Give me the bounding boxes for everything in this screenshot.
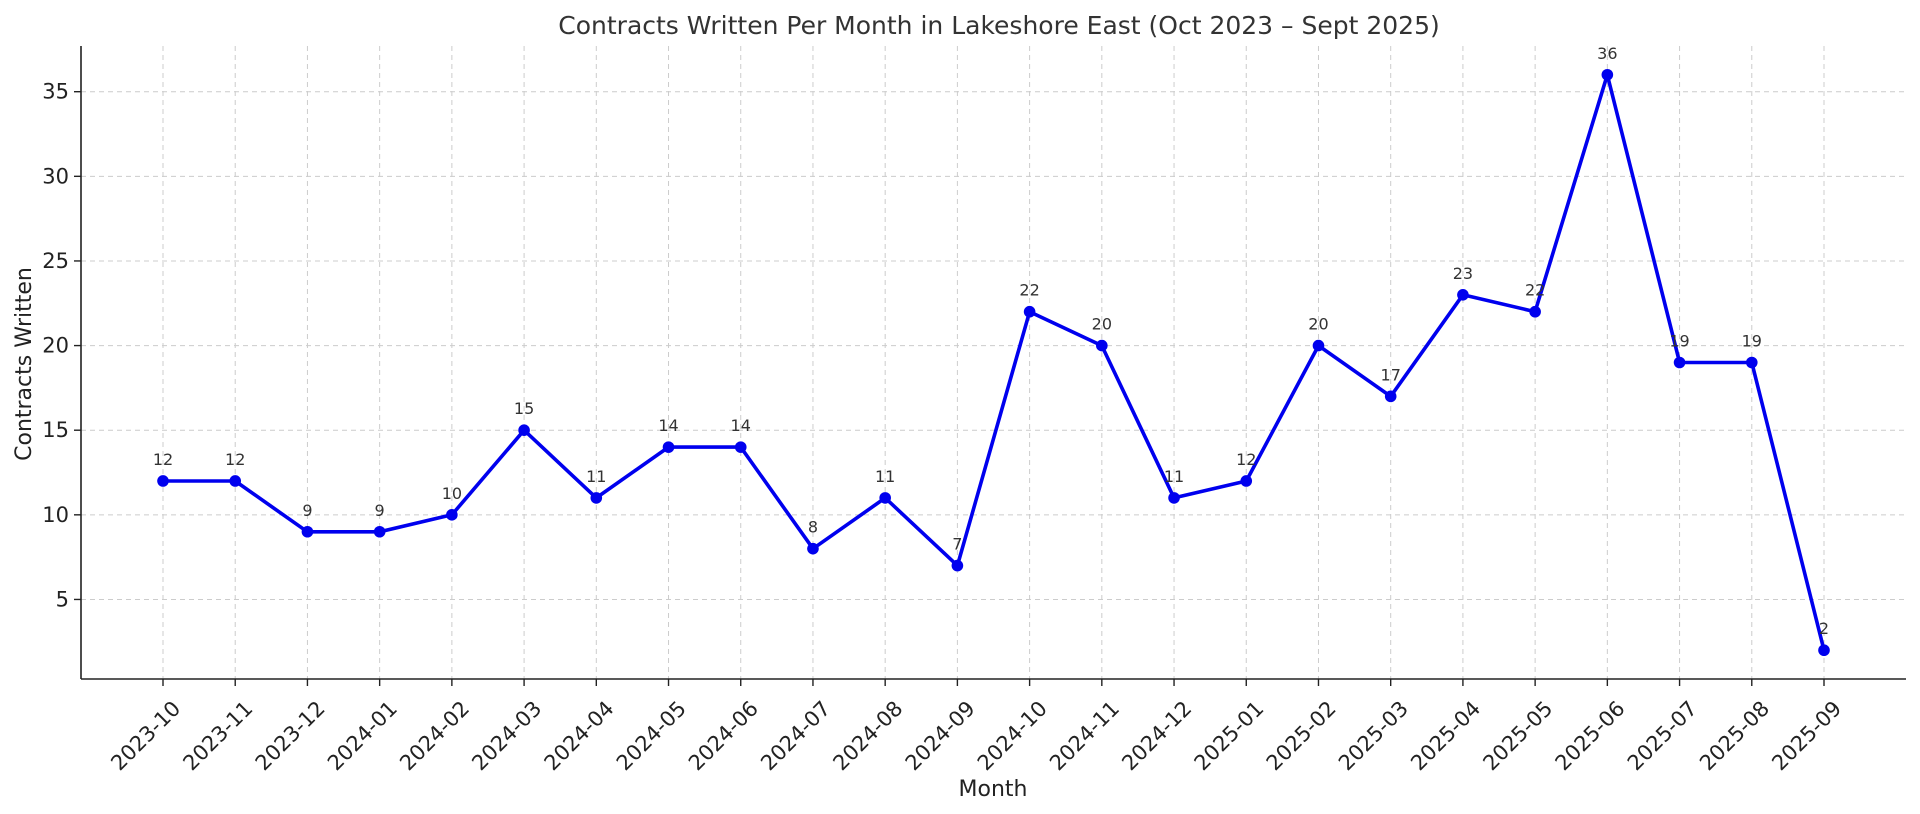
grid (81, 46, 1906, 679)
x-tick-label: 2025-04 (1406, 696, 1485, 775)
data-point (590, 492, 603, 504)
data-label: 12 (225, 450, 245, 469)
data-label: 17 (1381, 365, 1401, 384)
x-tick-label: 2025-01 (1190, 696, 1269, 775)
x-tick-label: 2024-07 (756, 696, 835, 775)
x-tick-label: 2025-06 (1551, 696, 1630, 775)
data-point (373, 525, 386, 538)
data-point (157, 475, 169, 487)
x-tick-label: 2024-04 (540, 696, 619, 775)
y-tick-label: 10 (42, 503, 69, 527)
x-tick-label: 2023-12 (251, 696, 330, 775)
y-tick-label: 20 (42, 334, 69, 358)
data-label: 10 (442, 484, 462, 503)
x-tick-label: 2024-01 (323, 696, 402, 775)
y-tick-label: 5 (56, 587, 69, 611)
x-tick-label: 2025-05 (1478, 696, 1557, 775)
data-point (518, 424, 530, 437)
x-tick-label: 2024-05 (612, 696, 691, 775)
x-axis-label: Month (959, 777, 1028, 802)
data-label: 9 (375, 501, 385, 520)
x-tick-label: 2025-02 (1262, 696, 1341, 775)
data-point (229, 475, 242, 487)
x-tick-label: 2024-10 (973, 696, 1052, 775)
data-point (1384, 390, 1397, 403)
series-line (161, 73, 1826, 653)
data-label: 23 (1453, 264, 1473, 283)
data-label: 15 (514, 399, 534, 418)
data-label: 20 (1308, 315, 1328, 334)
x-tick-label: 2024-08 (828, 696, 907, 775)
data-label: 11 (1164, 467, 1184, 486)
data-label: 19 (1669, 332, 1689, 351)
x-tick-label: 2025-08 (1695, 696, 1774, 775)
y-tick-label: 30 (42, 164, 69, 188)
data-point (1168, 492, 1180, 504)
series (157, 68, 1830, 657)
data-label: 2 (1819, 619, 1829, 638)
x-tick-label: 2025-03 (1334, 696, 1413, 775)
data-point (951, 559, 964, 572)
x-tick-label: 2024-09 (901, 696, 980, 775)
x-tick-label: 2025-07 (1623, 696, 1702, 775)
x-tick-label: 2024-06 (684, 696, 763, 775)
y-tick-label: 35 (42, 80, 69, 104)
x-tick-label: 2024-12 (1117, 696, 1196, 775)
data-label: 20 (1092, 315, 1112, 334)
data-point (446, 509, 458, 521)
data-label: 7 (952, 535, 962, 554)
data-labels: 12 12 9 9 10 15 11 14 14 8 11 7 22 20 11 12 20 17 23 22 36 19… (153, 44, 1829, 638)
data-label: 12 (153, 450, 173, 469)
data-point (1601, 68, 1614, 81)
x-tick-label: 2025-09 (1767, 696, 1846, 775)
data-label: 19 (1742, 332, 1762, 351)
x-tick-label: 2024-03 (467, 696, 546, 775)
data-point (1023, 305, 1036, 318)
data-point (1818, 644, 1830, 657)
axes (74, 46, 1906, 686)
chart-title: Contracts Written Per Month in Lakeshore… (558, 11, 1439, 40)
x-tick-label: 2023-11 (178, 696, 257, 775)
data-point (879, 492, 891, 504)
data-point (734, 441, 747, 453)
x-tick-label: 2024-11 (1045, 696, 1124, 775)
data-point (1529, 305, 1541, 318)
y-tick-label: 15 (42, 418, 69, 442)
data-label: 11 (586, 467, 606, 486)
data-point (1673, 356, 1686, 369)
x-tick-label: 2024-02 (395, 696, 474, 775)
data-point (301, 525, 314, 538)
data-point (1312, 339, 1325, 352)
data-point (1745, 356, 1758, 369)
data-label: 22 (1525, 281, 1545, 300)
data-label: 14 (658, 416, 678, 435)
data-point (662, 441, 675, 453)
y-tick-label: 25 (42, 249, 69, 273)
data-label: 8 (808, 518, 818, 537)
x-tick-label: 2023-10 (106, 696, 185, 775)
data-point (1457, 288, 1469, 301)
data-point (1240, 475, 1253, 487)
y-axis-label: Contracts Written (12, 267, 37, 461)
data-label: 11 (875, 467, 895, 486)
data-label: 14 (731, 416, 751, 435)
data-label: 22 (1019, 281, 1039, 300)
data-label: 9 (302, 501, 312, 520)
data-label: 12 (1236, 450, 1256, 469)
data-point (1096, 339, 1108, 352)
data-point (807, 542, 819, 555)
data-label: 36 (1597, 44, 1617, 63)
